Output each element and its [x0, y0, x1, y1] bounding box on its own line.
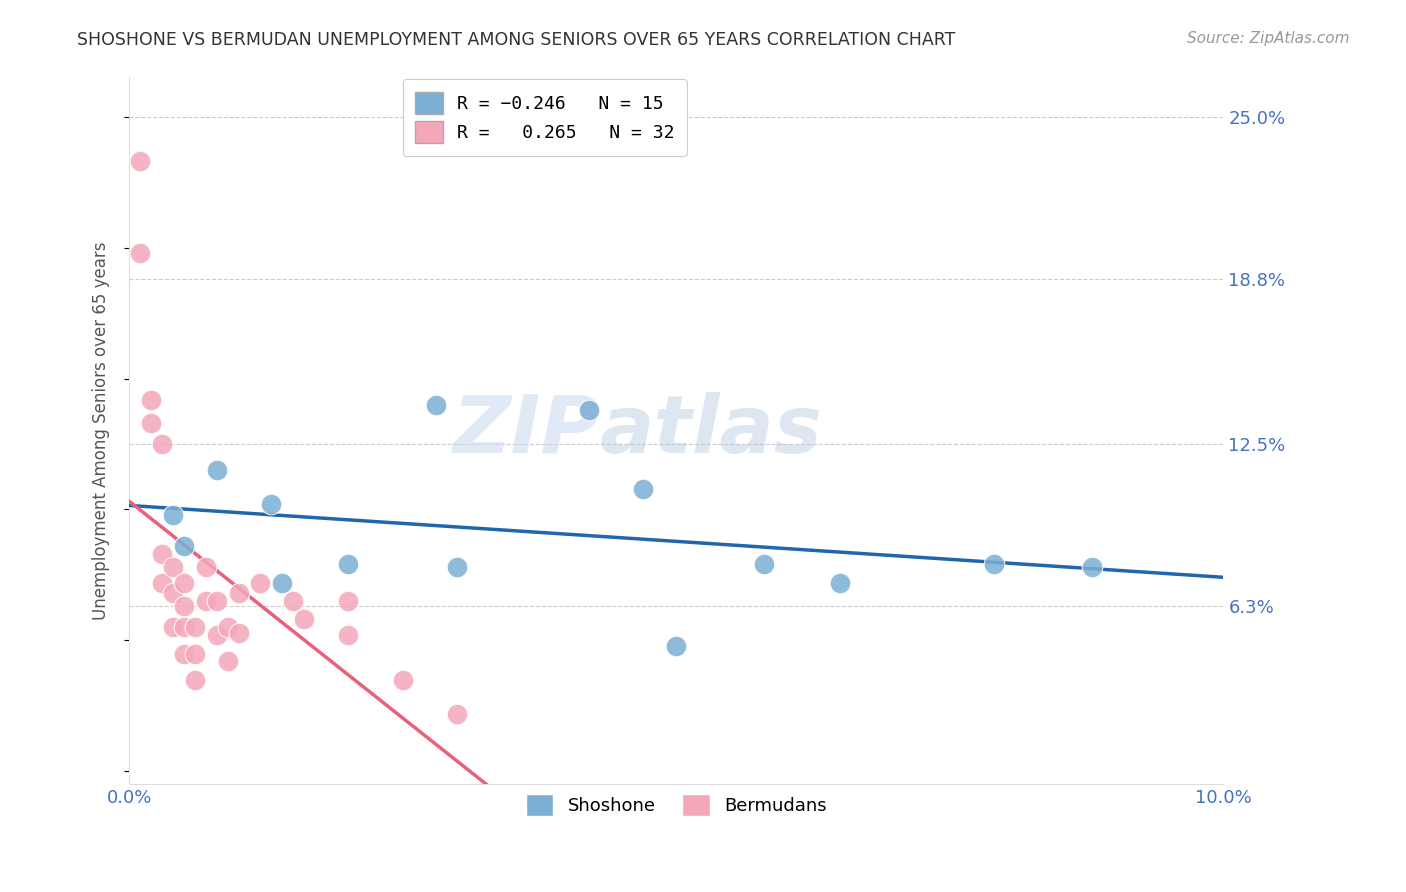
Point: [205, 594, 228, 608]
Point: [173, 599, 195, 614]
Text: SHOSHONE VS BERMUDAN UNEMPLOYMENT AMONG SENIORS OVER 65 YEARS CORRELATION CHART: SHOSHONE VS BERMUDAN UNEMPLOYMENT AMONG …: [77, 31, 956, 49]
Point: [228, 625, 250, 640]
Point: [205, 463, 228, 477]
Point: [150, 437, 173, 451]
Text: Source: ZipAtlas.com: Source: ZipAtlas.com: [1187, 31, 1350, 46]
Point: [1081, 560, 1104, 574]
Point: [983, 558, 1005, 572]
Point: [283, 594, 305, 608]
Point: [446, 706, 468, 721]
Y-axis label: Unemployment Among Seniors over 65 years: Unemployment Among Seniors over 65 years: [93, 242, 110, 620]
Point: [249, 575, 271, 590]
Point: [271, 575, 294, 590]
Point: [173, 575, 195, 590]
Point: [336, 558, 359, 572]
Point: [162, 508, 184, 522]
Point: [184, 647, 207, 661]
Text: ZIP: ZIP: [453, 392, 599, 470]
Point: [139, 392, 162, 407]
Point: [150, 547, 173, 561]
Point: [205, 628, 228, 642]
Point: [173, 647, 195, 661]
Point: [129, 154, 152, 169]
Point: [162, 560, 184, 574]
Point: [217, 654, 239, 668]
Point: [633, 482, 655, 496]
Point: [184, 673, 207, 687]
Point: [129, 245, 152, 260]
Point: [665, 639, 688, 653]
Point: [173, 539, 195, 553]
Point: [425, 398, 447, 412]
Point: [162, 620, 184, 634]
Point: [173, 620, 195, 634]
Point: [336, 628, 359, 642]
Point: [391, 673, 413, 687]
Legend: Shoshone, Bermudans: Shoshone, Bermudans: [517, 785, 835, 825]
Point: [336, 594, 359, 608]
Point: [184, 620, 207, 634]
Point: [194, 594, 217, 608]
Point: [228, 586, 250, 600]
Text: atlas: atlas: [599, 392, 823, 470]
Point: [194, 560, 217, 574]
Point: [260, 497, 283, 511]
Point: [217, 620, 239, 634]
Point: [150, 575, 173, 590]
Point: [292, 612, 315, 626]
Point: [752, 558, 775, 572]
Point: [830, 575, 852, 590]
Point: [578, 403, 600, 417]
Point: [162, 586, 184, 600]
Point: [139, 416, 162, 430]
Point: [446, 560, 468, 574]
